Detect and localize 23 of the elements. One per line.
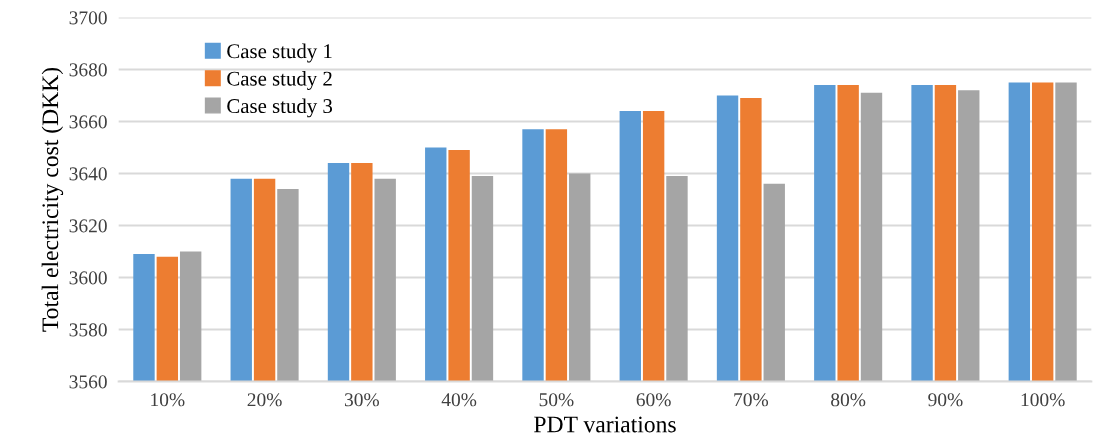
x-tick-label: 40% bbox=[441, 393, 477, 407]
y-tick-label: 3700 bbox=[69, 11, 107, 25]
y-tick-label: 3680 bbox=[69, 63, 107, 77]
y-tick-label: 3620 bbox=[69, 219, 107, 233]
x-tick-label: 90% bbox=[928, 393, 963, 407]
legend-label: Case study 1 bbox=[227, 43, 332, 63]
x-tick-label: 20% bbox=[247, 393, 282, 407]
legend-label: Case study 2 bbox=[227, 71, 332, 90]
y-tick-label: 3660 bbox=[69, 115, 107, 129]
legend-label: Case study 3 bbox=[227, 98, 333, 118]
y-tick-label: 3600 bbox=[69, 271, 107, 285]
x-tick-label: 70% bbox=[734, 393, 769, 407]
x-tick-label: 60% bbox=[636, 393, 671, 407]
x-tick-label: 80% bbox=[831, 393, 866, 407]
y-tick-label: 3560 bbox=[69, 375, 107, 389]
x-tick-label: 10% bbox=[151, 393, 185, 407]
x-tick-label: 50% bbox=[539, 393, 574, 407]
x-tick-label: 30% bbox=[344, 393, 379, 407]
y-axis-title: Total electricity cost (DKK) bbox=[41, 67, 64, 332]
x-tick-label: 100% bbox=[1021, 393, 1065, 407]
y-tick-label: 3640 bbox=[69, 167, 107, 181]
x-axis-title: PDT variations bbox=[534, 416, 676, 433]
y-tick-label: 3580 bbox=[69, 323, 107, 337]
